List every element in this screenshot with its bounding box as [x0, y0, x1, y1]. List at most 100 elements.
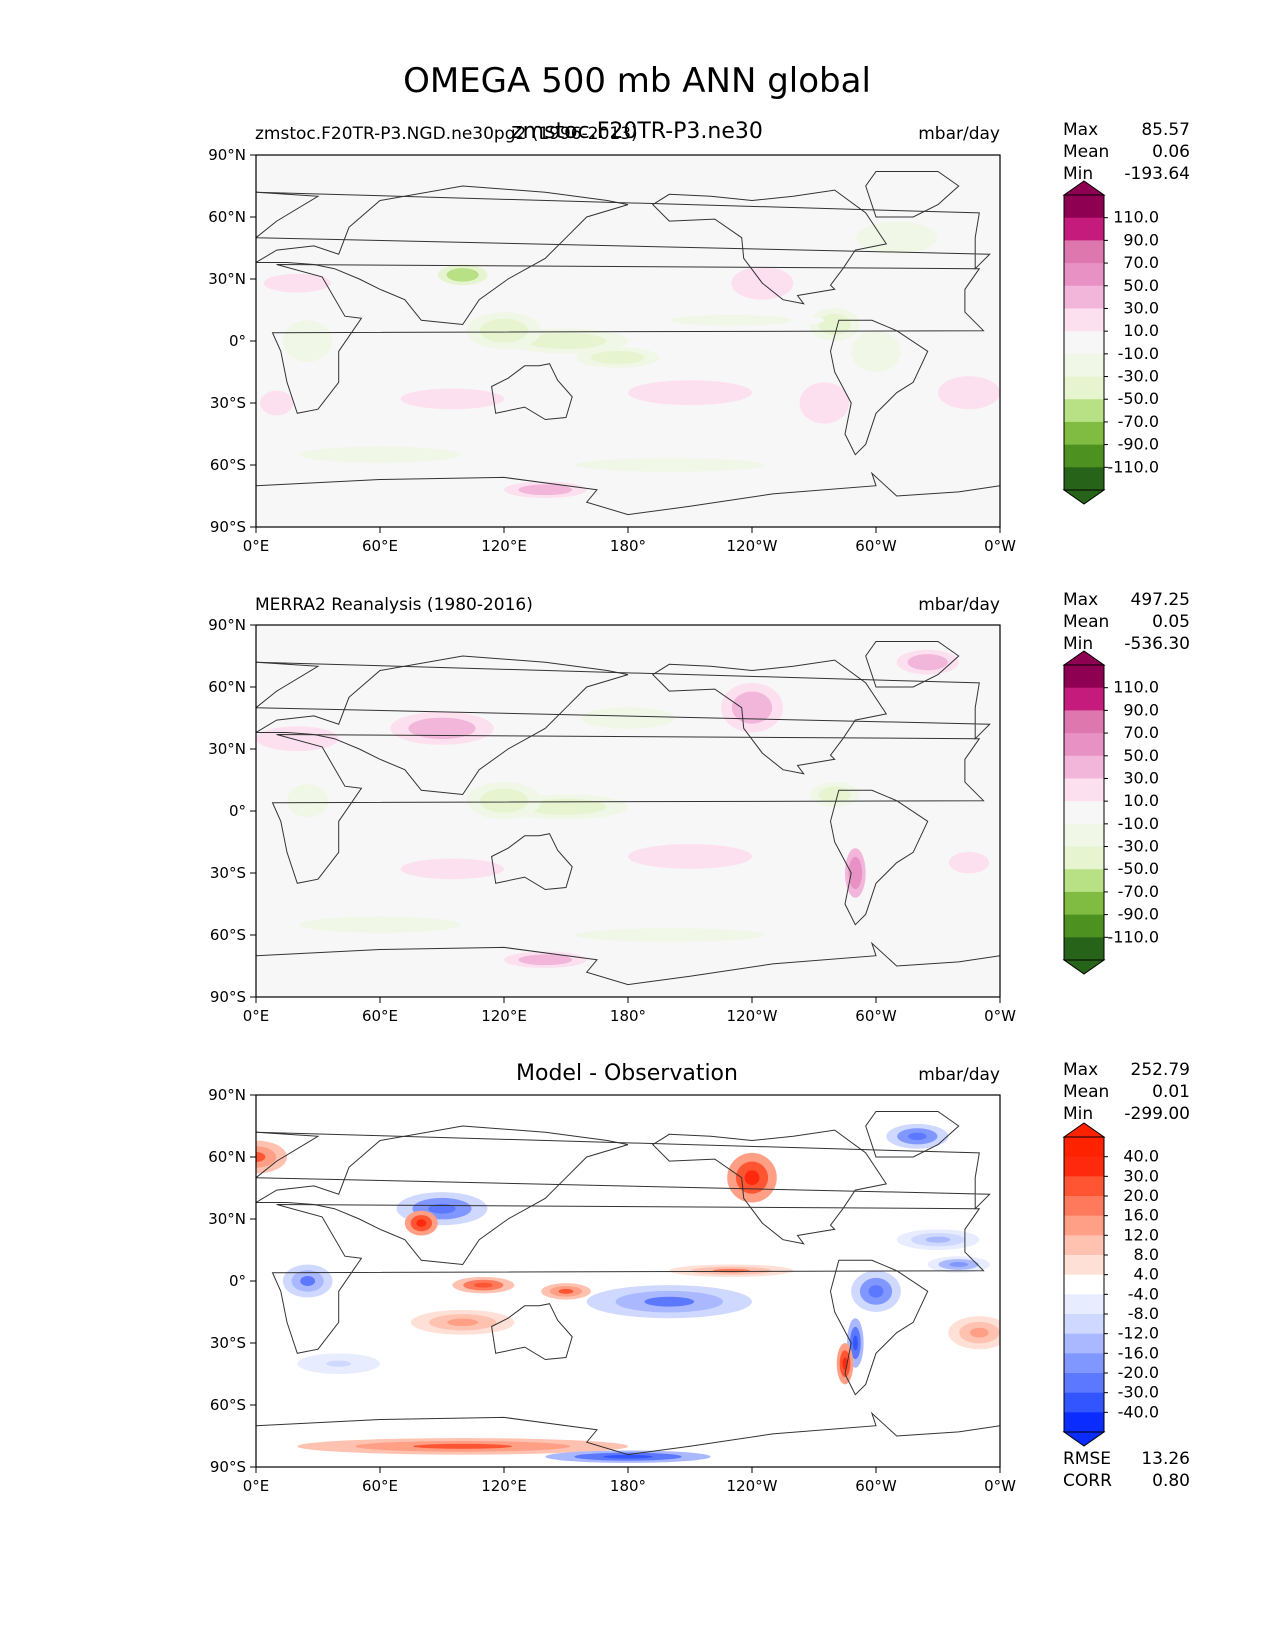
y-tick-label: 0°: [229, 332, 246, 350]
colorbar-tick-label: -90.0: [1118, 905, 1159, 924]
field-patch: [859, 337, 893, 365]
field-patch: [525, 332, 607, 350]
colorbar-segment: [1064, 444, 1104, 468]
field-patch: [962, 456, 1000, 474]
field-patch: [447, 1318, 479, 1327]
panel-diff-units: mbar/day: [918, 1065, 1000, 1085]
field-patch: [590, 350, 645, 365]
coastline: [256, 941, 1000, 997]
x-tick-label: 120°E: [481, 1007, 527, 1025]
panel-diff-colorbar: 40.030.020.016.012.08.04.0-4.0-8.0-12.0-…: [1062, 1122, 1159, 1447]
stat-max-value: 85.57: [1141, 120, 1190, 140]
colorbar-segment: [1064, 421, 1104, 446]
field-patch: [948, 851, 990, 874]
field-patch: [649, 384, 731, 401]
y-tick-label: 60°S: [210, 1396, 246, 1414]
panel-obs-units: mbar/day: [918, 595, 1000, 615]
field-patch: [856, 221, 937, 254]
y-tick-label: 0°: [229, 1272, 246, 1290]
coastline: [256, 655, 629, 796]
field-patch: [479, 318, 529, 343]
panel-obs-axes: 0°E 60°E 120°E 180° 120°W 60°W 0°W 90°N 60°N 30°N…: [208, 616, 1016, 1025]
colorbar-segment: [1064, 240, 1104, 264]
stat-max-value: 252.79: [1131, 1060, 1190, 1080]
colorbar-outline: [1063, 194, 1105, 491]
colorbar-segment: [1064, 1373, 1104, 1394]
coastline: [271, 1204, 985, 1354]
field-patch: [265, 394, 288, 412]
field-patch: [291, 327, 324, 355]
stat-min-label: Min: [1063, 164, 1093, 184]
y-tick-label: 60°N: [208, 208, 246, 226]
colorbar-tick-label: -30.0: [1118, 367, 1159, 386]
panel-obs: MERRA2 Reanalysis (1980-2016) mbar/day 0…: [208, 590, 1190, 1025]
colorbar-segment: [1064, 937, 1104, 961]
field-patch: [474, 1282, 493, 1288]
colorbar-tick-label: -50.0: [1118, 859, 1159, 878]
field-patch: [418, 862, 486, 876]
x-tick-label: 60°W: [855, 537, 897, 555]
x-tick-label: 180°: [610, 537, 646, 555]
colorbar-tick-label: 40.0: [1123, 1147, 1159, 1166]
colorbar-tick-label: 20.0: [1123, 1186, 1159, 1205]
x-tick-label: 0°W: [984, 1477, 1016, 1495]
colorbar-tick-label: 4.0: [1134, 1265, 1159, 1284]
coastline: [256, 1131, 991, 1210]
colorbar-tick-label: 12.0: [1123, 1225, 1159, 1244]
coastline: [652, 1129, 888, 1245]
field-patch: [970, 1327, 989, 1338]
colorbar-tick-label: -8.0: [1128, 1304, 1159, 1323]
colorbar-segment: [1064, 399, 1104, 423]
field-patch: [518, 484, 573, 496]
field-patch: [575, 928, 764, 942]
panel-obs-colorbar: 110.0 90.0 70.0 50.0 30.0 10.0 -10.0 -30.0 -50.0…: [1062, 650, 1159, 975]
coastline: [256, 1411, 1000, 1467]
colorbar-segment: [1064, 263, 1104, 287]
field-patch: [300, 1276, 316, 1286]
x-tick-label: 180°: [610, 1007, 646, 1025]
field-patch: [575, 458, 764, 472]
stat-mean-value: 0.05: [1152, 612, 1190, 632]
y-tick-label: 30°S: [210, 864, 246, 882]
y-tick-label: 90°N: [208, 1086, 246, 1104]
field-patch: [299, 446, 461, 463]
field-patch: [808, 389, 841, 417]
colorbar-segment: [1064, 846, 1104, 870]
field-patch: [418, 392, 486, 406]
colorbar-segment: [1064, 1235, 1104, 1256]
colorbar-tick-label: -30.0: [1118, 1383, 1159, 1402]
colorbar-tick-label: -12.0: [1118, 1324, 1159, 1343]
colorbar-tick-label: 10.0: [1123, 791, 1159, 810]
stat-min-label: Min: [1063, 1104, 1093, 1124]
field-patch: [818, 313, 851, 336]
colorbar-tick-label: 110.0: [1113, 208, 1159, 227]
panel-diff-map: [256, 1095, 1000, 1467]
x-tick-label: 0°W: [984, 537, 1016, 555]
stat-mean-value: 0.06: [1152, 142, 1190, 162]
colorbar-tick-label: -70.0: [1118, 412, 1159, 431]
panel-model: zmstoc.F20TR-P3.NGD.ne30pg2 (1996-2013) …: [208, 120, 1190, 555]
overlap-title: zmstoc.F20TR-P3.ne30: [511, 119, 763, 144]
colorbar-segment: [1064, 1215, 1104, 1236]
colorbar-segment: [1064, 869, 1104, 893]
panel-diff: Model - Observation mbar/day 0°E 60°E 120°…: [208, 1060, 1190, 1495]
stat-mean-label: Mean: [1063, 142, 1109, 162]
colorbar-outline: [1063, 664, 1105, 961]
field-patch: [925, 1236, 951, 1243]
colorbar-tick-label: 70.0: [1123, 253, 1159, 272]
colorbar-tick-label: -20.0: [1118, 1363, 1159, 1382]
colorbar-segment: [1064, 801, 1104, 825]
colorbar-tick-label: 30.0: [1123, 1166, 1159, 1185]
colorbar-segment: [1064, 285, 1104, 309]
y-tick-label: 90°N: [208, 616, 246, 634]
field-patch: [256, 1152, 266, 1162]
field-patch: [416, 1219, 427, 1227]
stat-mean-label: Mean: [1063, 612, 1109, 632]
coastlines: [256, 641, 1000, 997]
colorbar-segment: [1064, 1392, 1104, 1413]
field-patch: [644, 1296, 695, 1307]
colorbar-outline: [1063, 1136, 1105, 1433]
y-tick-label: 60°S: [210, 926, 246, 944]
colorbar-segment: [1064, 1314, 1104, 1335]
colorbar-tick-label: 30.0: [1123, 298, 1159, 317]
